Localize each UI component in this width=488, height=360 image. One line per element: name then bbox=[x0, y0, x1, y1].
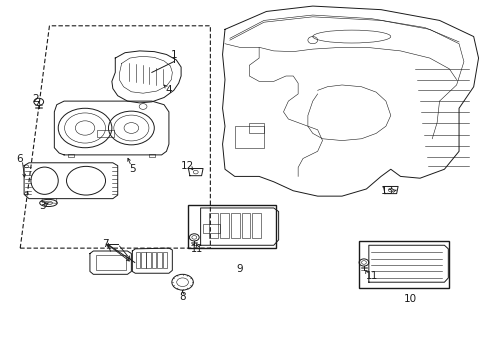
Text: 1: 1 bbox=[170, 50, 177, 60]
Bar bbox=[141, 252, 145, 268]
Bar bbox=[252, 213, 261, 238]
Bar bbox=[68, 154, 74, 157]
Bar bbox=[234, 126, 264, 148]
Bar bbox=[136, 252, 140, 268]
Bar bbox=[241, 213, 250, 238]
Bar bbox=[97, 130, 114, 137]
Bar bbox=[96, 255, 125, 270]
Bar bbox=[152, 252, 156, 268]
Text: 13: 13 bbox=[380, 186, 393, 196]
Text: 8: 8 bbox=[179, 292, 185, 302]
Bar bbox=[149, 154, 155, 157]
Text: 10: 10 bbox=[403, 294, 416, 304]
Text: 11: 11 bbox=[366, 271, 378, 281]
Bar bbox=[220, 213, 228, 238]
Text: 9: 9 bbox=[236, 264, 243, 274]
Text: 11: 11 bbox=[191, 244, 203, 254]
Bar bbox=[162, 252, 166, 268]
Bar bbox=[157, 252, 161, 268]
Text: 12: 12 bbox=[180, 161, 193, 171]
Bar bbox=[249, 123, 264, 134]
Text: 7: 7 bbox=[102, 239, 109, 249]
Bar bbox=[358, 241, 448, 288]
Text: 2: 2 bbox=[32, 94, 39, 104]
Text: 3: 3 bbox=[39, 201, 45, 211]
Bar bbox=[188, 205, 276, 248]
Bar bbox=[209, 213, 218, 238]
Bar bbox=[230, 213, 239, 238]
Bar bbox=[203, 224, 220, 233]
Text: 5: 5 bbox=[129, 164, 135, 174]
Text: 4: 4 bbox=[165, 85, 172, 95]
Bar bbox=[146, 252, 151, 268]
Text: 6: 6 bbox=[16, 154, 22, 164]
